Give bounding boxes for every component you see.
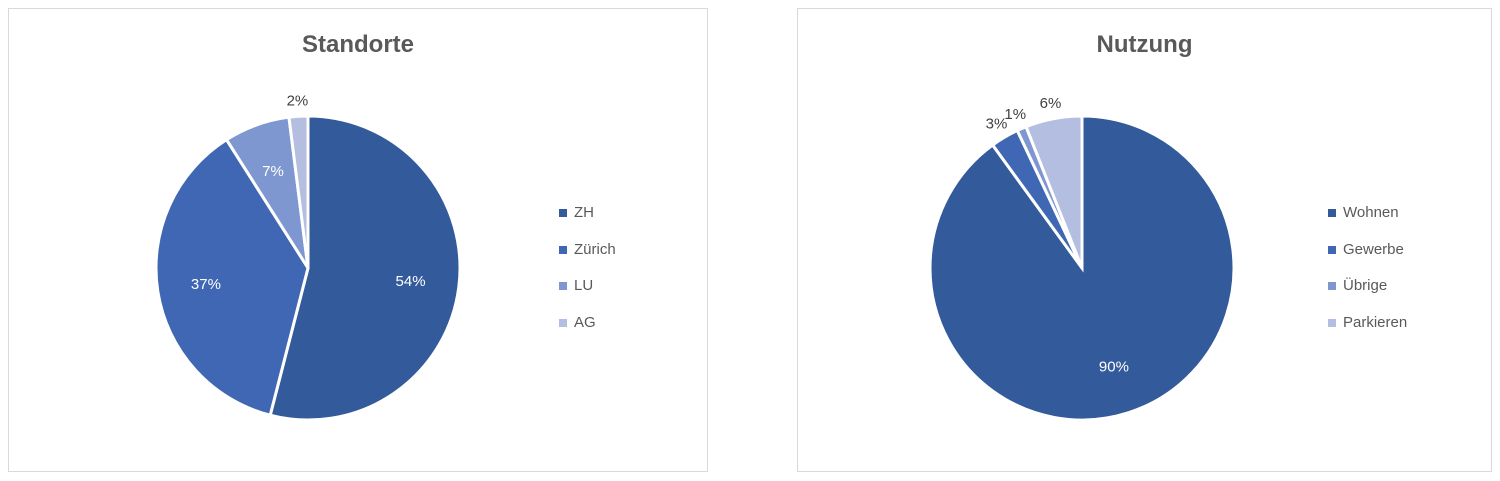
data-label: 90%: [1099, 358, 1129, 375]
legend-label: Parkieren: [1343, 313, 1408, 331]
legend: Wohnen Gewerbe Übrige Parkieren: [1328, 204, 1407, 350]
legend-swatch: [559, 282, 567, 290]
legend-swatch: [559, 245, 567, 254]
chart-title: Nutzung: [1096, 31, 1193, 58]
data-label: 2%: [287, 92, 309, 109]
legend-label: Wohnen: [1343, 204, 1399, 221]
legend-swatch: [1328, 318, 1336, 327]
pie-slice-parkieren: [1024, 114, 1084, 269]
legend-label: Zürich: [574, 240, 616, 258]
legend-item: LU: [559, 277, 616, 314]
legend-item: Wohnen: [1328, 204, 1407, 241]
legend-swatch: [559, 209, 567, 217]
legend-item: Übrige: [1328, 277, 1407, 314]
legend-item: Zürich: [559, 241, 616, 278]
data-label: 1%: [1004, 106, 1026, 123]
chart-title: Standorte: [301, 31, 414, 58]
legend: ZH Zürich LU AG: [559, 204, 616, 350]
data-label: 7%: [262, 163, 284, 180]
data-label: 37%: [191, 276, 221, 293]
legend-item: AG: [559, 314, 616, 351]
legend-swatch: [1328, 209, 1336, 217]
pie-slice-ag: [287, 114, 310, 269]
data-label: 54%: [396, 273, 426, 290]
legend-item: ZH: [559, 204, 616, 241]
pie: 90% 3%1% 6%: [928, 95, 1236, 422]
standorte-chart: Standorte 54% 37% 7% 2% ZH Zürich LU AG: [8, 8, 708, 472]
data-label: 6%: [1040, 95, 1062, 112]
nutzung-chart: Nutzung 90% 3% 1% 6% Wohnen Gewerbe Übrige Par…: [797, 8, 1492, 472]
data-label: 3%: [986, 115, 1008, 132]
legend-label: AG: [574, 313, 596, 331]
legend-swatch: [1328, 245, 1336, 254]
legend-swatch: [559, 318, 567, 327]
legend-label: Übrige: [1343, 277, 1388, 294]
legend-label: ZH: [574, 204, 594, 221]
legend-label: Gewerbe: [1343, 240, 1404, 258]
pie: 54% 37% 7% 2%: [154, 92, 462, 422]
legend-item: Gewerbe: [1328, 241, 1407, 278]
legend-label: LU: [574, 277, 594, 294]
legend-item: Parkieren: [1328, 314, 1407, 351]
legend-swatch: [1328, 282, 1336, 290]
pie-slice-zh: [268, 114, 462, 422]
